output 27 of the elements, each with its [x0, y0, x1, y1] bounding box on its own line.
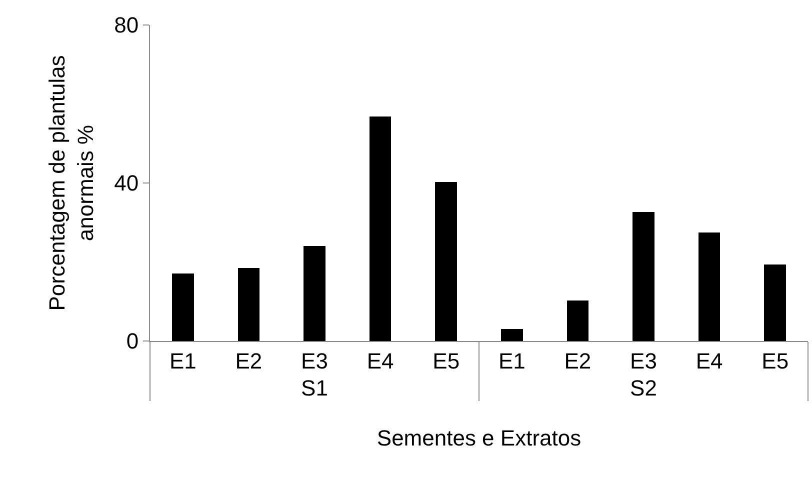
y-axis-title: Porcentagem de plantulas anormais % — [44, 55, 98, 311]
bar — [698, 232, 720, 341]
x-tick-label: E1 — [169, 348, 196, 374]
x-tick-label: E5 — [762, 348, 789, 374]
bar — [435, 182, 457, 341]
x-tick-label: E2 — [564, 348, 592, 374]
x-tick-label: E3 — [630, 348, 657, 374]
bar — [501, 329, 523, 341]
bar — [304, 246, 326, 341]
y-tick-label: 0 — [126, 328, 139, 354]
bar — [172, 273, 194, 341]
bar — [566, 300, 589, 341]
x-tick-label: E5 — [432, 348, 460, 374]
y-tick-label: 40 — [114, 170, 139, 196]
x-tick-label: E4 — [696, 348, 723, 374]
x-tick-label: E1 — [498, 348, 526, 374]
x-tick-label: E4 — [366, 348, 394, 374]
y-tick-label: 80 — [114, 12, 139, 38]
text: S2 — [630, 375, 657, 400]
bar — [238, 268, 260, 341]
x-axis-title: Sementes e Extratos — [376, 425, 582, 450]
x-tick-label: E3 — [301, 348, 328, 374]
text: S1 — [301, 375, 328, 400]
x-tick-label: E2 — [235, 348, 262, 374]
bar — [369, 116, 392, 341]
bar — [632, 212, 654, 341]
bar — [764, 264, 786, 341]
